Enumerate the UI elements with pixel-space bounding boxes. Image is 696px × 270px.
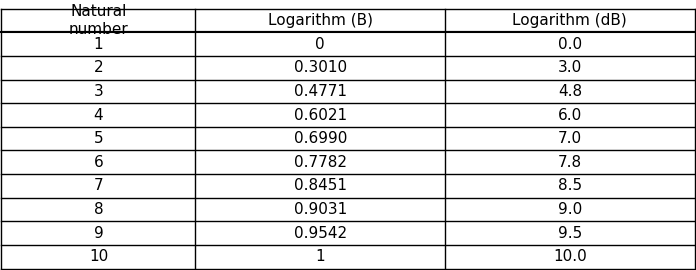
Text: 0.6990: 0.6990 (294, 131, 347, 146)
Text: 0.6021: 0.6021 (294, 107, 347, 123)
Text: 10.0: 10.0 (553, 249, 587, 264)
Text: 5: 5 (94, 131, 103, 146)
Text: 9.5: 9.5 (557, 226, 582, 241)
Text: 6: 6 (93, 155, 103, 170)
Text: 2: 2 (94, 60, 103, 75)
Text: Logarithm (dB): Logarithm (dB) (512, 13, 627, 28)
Text: 7.0: 7.0 (557, 131, 582, 146)
Text: 1: 1 (315, 249, 325, 264)
Text: 0.7782: 0.7782 (294, 155, 347, 170)
Text: 0: 0 (315, 37, 325, 52)
Text: 0.3010: 0.3010 (294, 60, 347, 75)
Text: 1: 1 (94, 37, 103, 52)
Text: 3.0: 3.0 (557, 60, 582, 75)
Text: 6.0: 6.0 (557, 107, 582, 123)
Text: 9.0: 9.0 (557, 202, 582, 217)
Text: 0.0: 0.0 (557, 37, 582, 52)
Text: 0.8451: 0.8451 (294, 178, 347, 193)
Text: Natural
number: Natural number (69, 4, 128, 37)
Text: 7.8: 7.8 (557, 155, 582, 170)
Text: 8: 8 (94, 202, 103, 217)
Text: 0.9031: 0.9031 (294, 202, 347, 217)
Text: 3: 3 (93, 84, 103, 99)
Text: 10: 10 (89, 249, 108, 264)
Text: 4: 4 (94, 107, 103, 123)
Text: 0.9542: 0.9542 (294, 226, 347, 241)
Text: Logarithm (B): Logarithm (B) (268, 13, 373, 28)
Text: 7: 7 (94, 178, 103, 193)
Text: 4.8: 4.8 (557, 84, 582, 99)
Text: 8.5: 8.5 (557, 178, 582, 193)
Text: 9: 9 (93, 226, 103, 241)
Text: 0.4771: 0.4771 (294, 84, 347, 99)
